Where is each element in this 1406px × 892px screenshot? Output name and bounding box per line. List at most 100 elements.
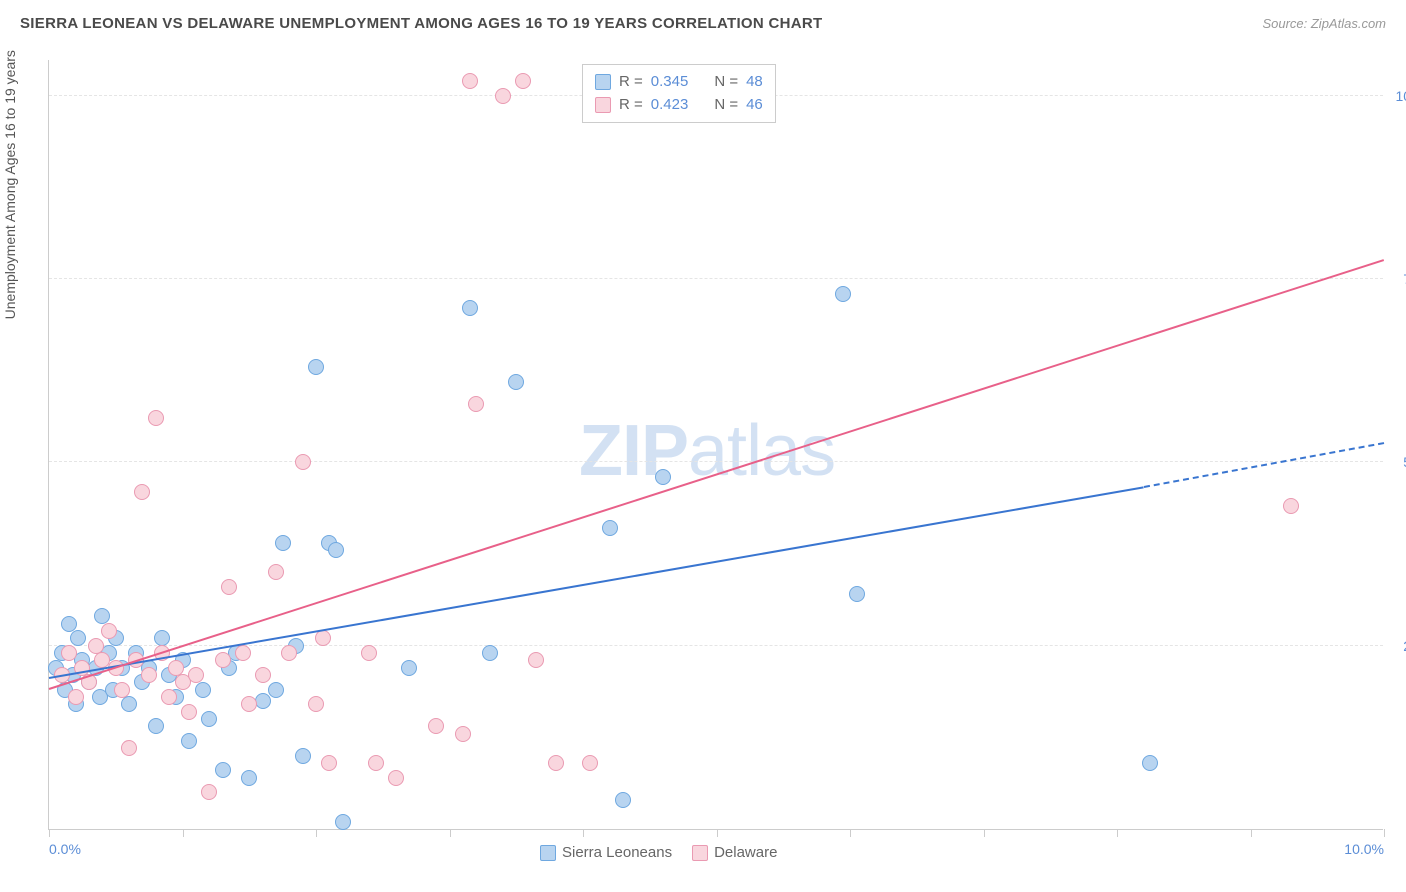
data-point (148, 718, 164, 734)
data-point (615, 792, 631, 808)
legend-swatch (692, 845, 708, 861)
legend-top: R =0.345N =48R =0.423N =46 (582, 64, 776, 123)
data-point (94, 608, 110, 624)
data-point (181, 704, 197, 720)
x-tick (316, 829, 317, 837)
x-tick-label: 0.0% (49, 841, 81, 857)
x-tick (984, 829, 985, 837)
legend-bottom: Sierra Leoneans Delaware (540, 844, 777, 861)
data-point (154, 630, 170, 646)
y-tick-label: 50.0% (1388, 454, 1406, 470)
data-point (134, 484, 150, 500)
data-point (268, 682, 284, 698)
data-point (201, 711, 217, 727)
trend-line (1144, 442, 1385, 488)
y-tick-label: 100.0% (1388, 88, 1406, 104)
data-point (462, 73, 478, 89)
legend-item: Sierra Leoneans (540, 844, 672, 861)
legend-swatch (595, 97, 611, 113)
legend-row: R =0.345N =48 (595, 71, 763, 94)
x-tick (717, 829, 718, 837)
data-point (528, 652, 544, 668)
legend-n-label: N = (714, 71, 738, 94)
data-point (201, 784, 217, 800)
legend-swatch (595, 74, 611, 90)
x-tick (850, 829, 851, 837)
data-point (582, 755, 598, 771)
gridline-h (49, 645, 1383, 646)
data-point (61, 645, 77, 661)
data-point (295, 748, 311, 764)
x-tick-label: 10.0% (1344, 841, 1384, 857)
data-point (308, 359, 324, 375)
x-tick (183, 829, 184, 837)
data-point (101, 623, 117, 639)
chart-source: Source: ZipAtlas.com (1262, 16, 1386, 31)
data-point (195, 682, 211, 698)
data-point (255, 667, 271, 683)
data-point (455, 726, 471, 742)
data-point (215, 652, 231, 668)
data-point (401, 660, 417, 676)
x-tick (49, 829, 50, 837)
x-tick (450, 829, 451, 837)
legend-r-label: R = (619, 71, 643, 94)
data-point (188, 667, 204, 683)
data-point (268, 564, 284, 580)
gridline-h (49, 461, 1383, 462)
data-point (215, 762, 231, 778)
data-point (315, 630, 331, 646)
data-point (235, 645, 251, 661)
legend-r-label: R = (619, 94, 643, 117)
data-point (70, 630, 86, 646)
data-point (168, 660, 184, 676)
data-point (275, 535, 291, 551)
y-tick-label: 75.0% (1388, 271, 1406, 287)
legend-label: Sierra Leoneans (562, 844, 672, 861)
data-point (321, 755, 337, 771)
data-point (148, 410, 164, 426)
legend-swatch (540, 845, 556, 861)
data-point (388, 770, 404, 786)
x-tick (1384, 829, 1385, 837)
data-point (335, 814, 351, 830)
data-point (241, 770, 257, 786)
data-point (462, 300, 478, 316)
data-point (548, 755, 564, 771)
legend-n-value: 46 (746, 94, 763, 117)
plot-area: ZIPatlas 25.0%50.0%75.0%100.0%0.0%10.0% (48, 60, 1383, 830)
data-point (361, 645, 377, 661)
data-point (849, 586, 865, 602)
data-point (482, 645, 498, 661)
data-point (121, 740, 137, 756)
data-point (141, 667, 157, 683)
legend-n-value: 48 (746, 71, 763, 94)
x-tick (1251, 829, 1252, 837)
data-point (468, 396, 484, 412)
gridline-h (49, 278, 1383, 279)
x-tick (1117, 829, 1118, 837)
data-point (114, 682, 130, 698)
data-point (328, 542, 344, 558)
data-point (88, 638, 104, 654)
data-point (221, 579, 237, 595)
data-point (161, 689, 177, 705)
data-point (835, 286, 851, 302)
legend-row: R =0.423N =46 (595, 94, 763, 117)
data-point (68, 689, 84, 705)
data-point (368, 755, 384, 771)
data-point (241, 696, 257, 712)
data-point (655, 469, 671, 485)
data-point (602, 520, 618, 536)
chart-container: SIERRA LEONEAN VS DELAWARE UNEMPLOYMENT … (0, 0, 1406, 892)
data-point (121, 696, 137, 712)
chart-title: SIERRA LEONEAN VS DELAWARE UNEMPLOYMENT … (20, 15, 822, 32)
data-point (515, 73, 531, 89)
data-point (181, 733, 197, 749)
y-axis-label: Unemployment Among Ages 16 to 19 years (2, 50, 18, 319)
legend-item: Delaware (692, 844, 777, 861)
data-point (1142, 755, 1158, 771)
data-point (61, 616, 77, 632)
legend-label: Delaware (714, 844, 777, 861)
trend-line (49, 486, 1144, 679)
